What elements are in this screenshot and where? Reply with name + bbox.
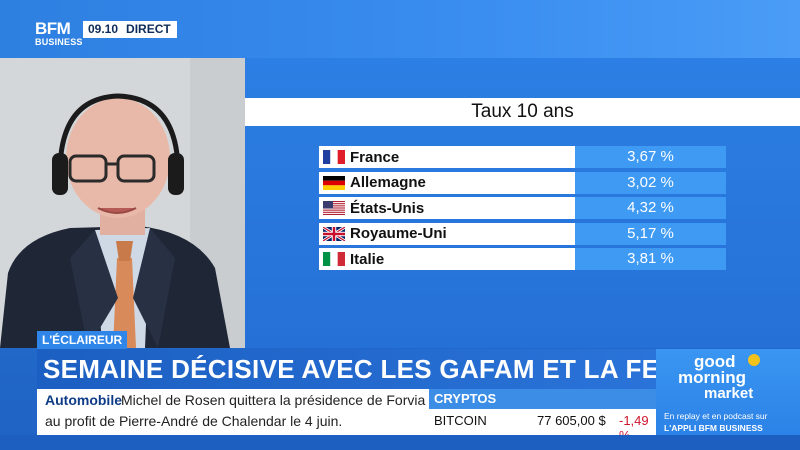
rate-value: 3,02 % — [575, 171, 726, 194]
it-flag-icon — [323, 252, 345, 266]
logo-bfm: BFM — [35, 19, 71, 38]
country-cell: Italie — [319, 248, 575, 270]
table-row: Allemagne 3,02 % — [319, 171, 726, 194]
country-name: France — [350, 148, 400, 166]
rates-panel: Taux 10 ans France 3,67 % Allemagne 3,02… — [245, 58, 800, 348]
crypto-box: CRYPTOS BITCOIN 77 605,00 $ -1,49 % — [429, 389, 656, 443]
country-cell: États-Unis — [319, 197, 575, 219]
fr-flag-icon — [323, 150, 345, 164]
guest-video — [0, 58, 245, 348]
country-name: Royaume-Uni — [350, 225, 447, 242]
uk-flag-icon — [323, 226, 345, 241]
promo-logo-word2: morning — [678, 368, 746, 387]
country-cell: France — [319, 146, 575, 168]
headline-bar: SEMAINE DÉCISIVE AVEC LES GAFAM ET LA FE… — [37, 349, 679, 389]
ticker-text-line2: au profit de Pierre-André de Chalendar l… — [45, 413, 343, 429]
channel-logo: BFM BUSINESS — [35, 19, 83, 50]
good-morning-market-logo: good morning market — [678, 352, 760, 399]
table-row: États-Unis 4,32 % — [319, 197, 726, 219]
panel-title-bar: Taux 10 ans — [245, 98, 800, 126]
promo-line1: En replay et en podcast sur — [664, 411, 768, 421]
rate-value: 3,81 % — [575, 248, 726, 270]
rate-value: 3,67 % — [575, 146, 726, 168]
ticker-text-line1: Michel de Rosen quittera la présidence d… — [121, 392, 426, 408]
table-row: Italie 3,81 % — [319, 248, 726, 270]
panel-title: Taux 10 ans — [471, 101, 574, 122]
crypto-value: 77 605,00 $ — [537, 413, 606, 428]
logo-business: BUSINESS — [35, 37, 83, 47]
live-label: DIRECT — [123, 21, 177, 38]
ticker-category: Automobile — [45, 392, 122, 408]
headline: SEMAINE DÉCISIVE AVEC LES GAFAM ET LA FE… — [43, 354, 679, 384]
clock-time: 09.10 — [83, 21, 124, 38]
promo-logo-word1: good — [694, 352, 736, 371]
country-name: Allemagne — [350, 174, 426, 191]
us-flag-icon — [323, 201, 345, 215]
crypto-header: CRYPTOS — [429, 389, 656, 409]
rate-value: 4,32 % — [575, 197, 726, 219]
bottom-strip — [0, 435, 800, 450]
rate-value: 5,17 % — [575, 222, 726, 245]
country-cell: Allemagne — [319, 171, 575, 194]
promo-line2: L'APPLI BFM BUSINESS — [664, 423, 763, 433]
guest-portrait-image — [0, 58, 245, 348]
country-name: États-Unis — [350, 199, 425, 217]
sun-icon — [748, 354, 760, 366]
crypto-name: BITCOIN — [434, 413, 487, 428]
promo-logo-word3: market — [704, 385, 753, 399]
top-bar: BFM BUSINESS 09.10 DIRECT — [0, 0, 800, 58]
rates-table: France 3,67 % Allemagne 3,02 % — [319, 146, 726, 274]
good-morning-market-promo: good morning market En replay et en podc… — [656, 349, 800, 435]
table-row: Royaume-Uni 5,17 % — [319, 222, 726, 245]
news-ticker: Automobile Michel de Rosen quittera la p… — [37, 389, 429, 435]
de-flag-icon — [323, 175, 345, 190]
clock-box: 09.10 DIRECT — [83, 21, 177, 38]
country-name: Italie — [350, 250, 385, 268]
table-row: France 3,67 % — [319, 146, 726, 168]
segment-tag: L'ÉCLAIREUR — [37, 331, 128, 349]
country-cell: Royaume-Uni — [319, 222, 575, 245]
